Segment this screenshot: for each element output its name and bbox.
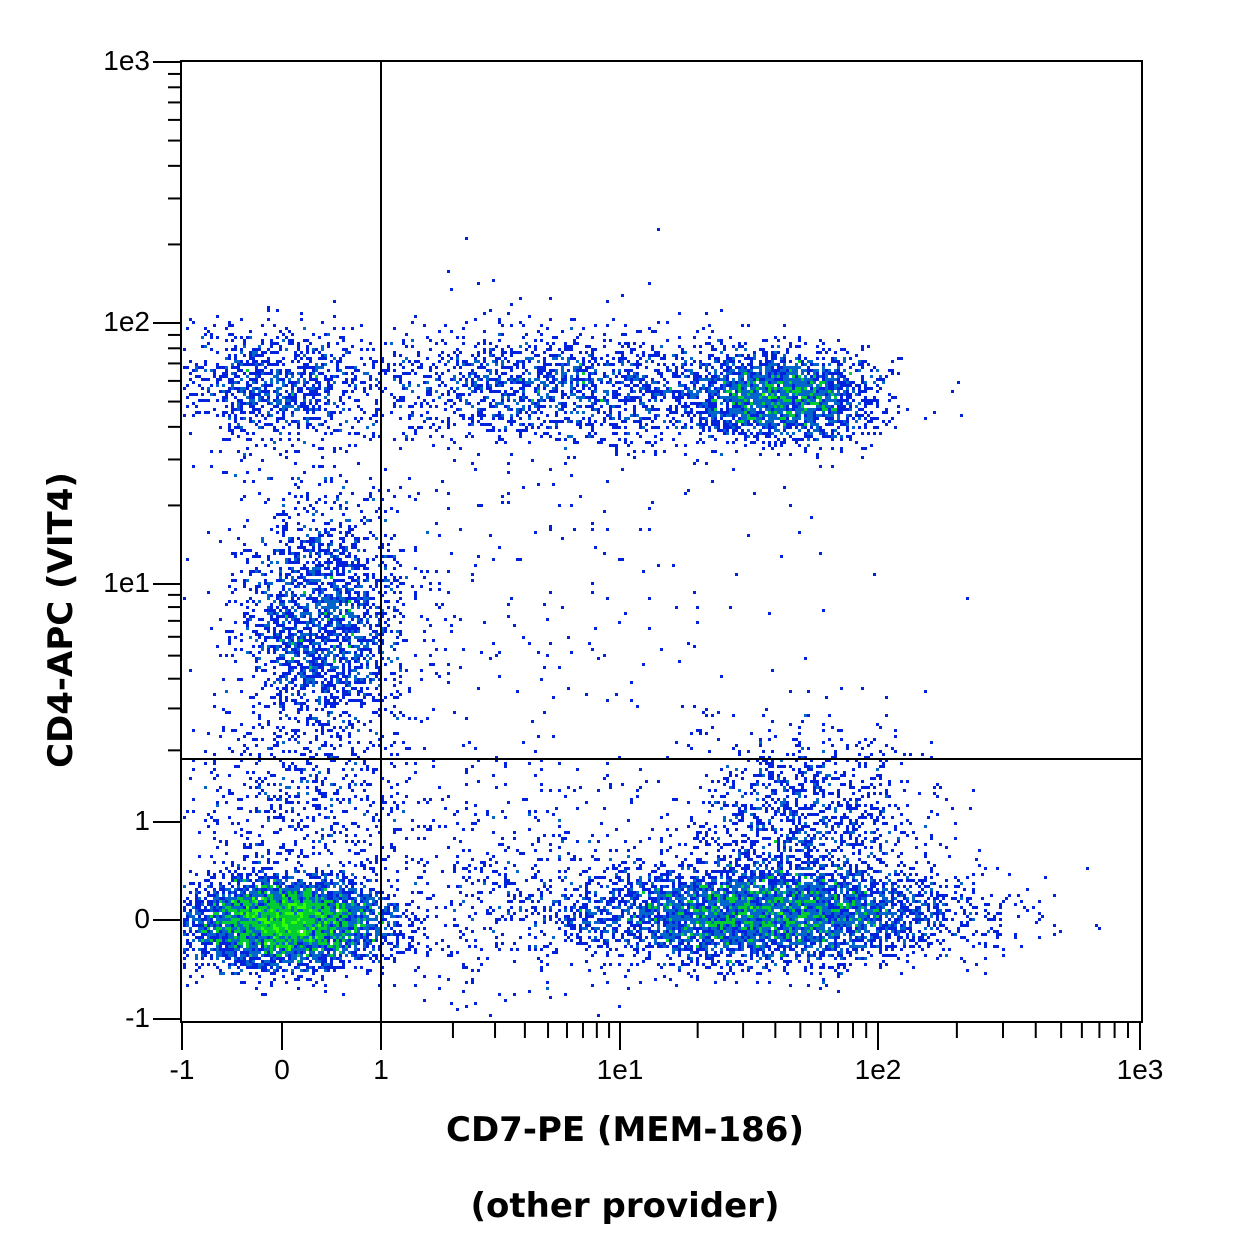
- x-axis-title: CD7-PE (MEM-186): [446, 1110, 804, 1150]
- event-dots: [183, 228, 1101, 1017]
- y-tick-label: 1: [134, 805, 150, 836]
- y-tick-label: 1e3: [103, 45, 150, 76]
- y-axis-label: CD4-APC (VIT4): [36, 420, 86, 820]
- x-tick-label: -1: [169, 1054, 195, 1085]
- x-tick-label: 0: [274, 1054, 290, 1085]
- x-axis-subtitle: (other provider): [470, 1186, 780, 1226]
- y-tick-label: 1e1: [103, 567, 150, 598]
- y-axis-ticks: [153, 61, 181, 1020]
- x-tick-label: 1e1: [596, 1054, 644, 1085]
- plot-frame: [180, 60, 1143, 1023]
- x-tick-label: 1e3: [1116, 1054, 1164, 1085]
- y-tick-label: -1: [125, 1002, 150, 1033]
- y-axis-title: CD4-APC (VIT4): [41, 472, 81, 768]
- y-tick-label: 0: [134, 903, 150, 934]
- x-tick-label: 1: [373, 1054, 389, 1085]
- x-axis-ticks: [181, 1022, 1141, 1050]
- y-tick-label: 1e2: [103, 306, 150, 337]
- x-tick-label: 1e2: [854, 1054, 902, 1085]
